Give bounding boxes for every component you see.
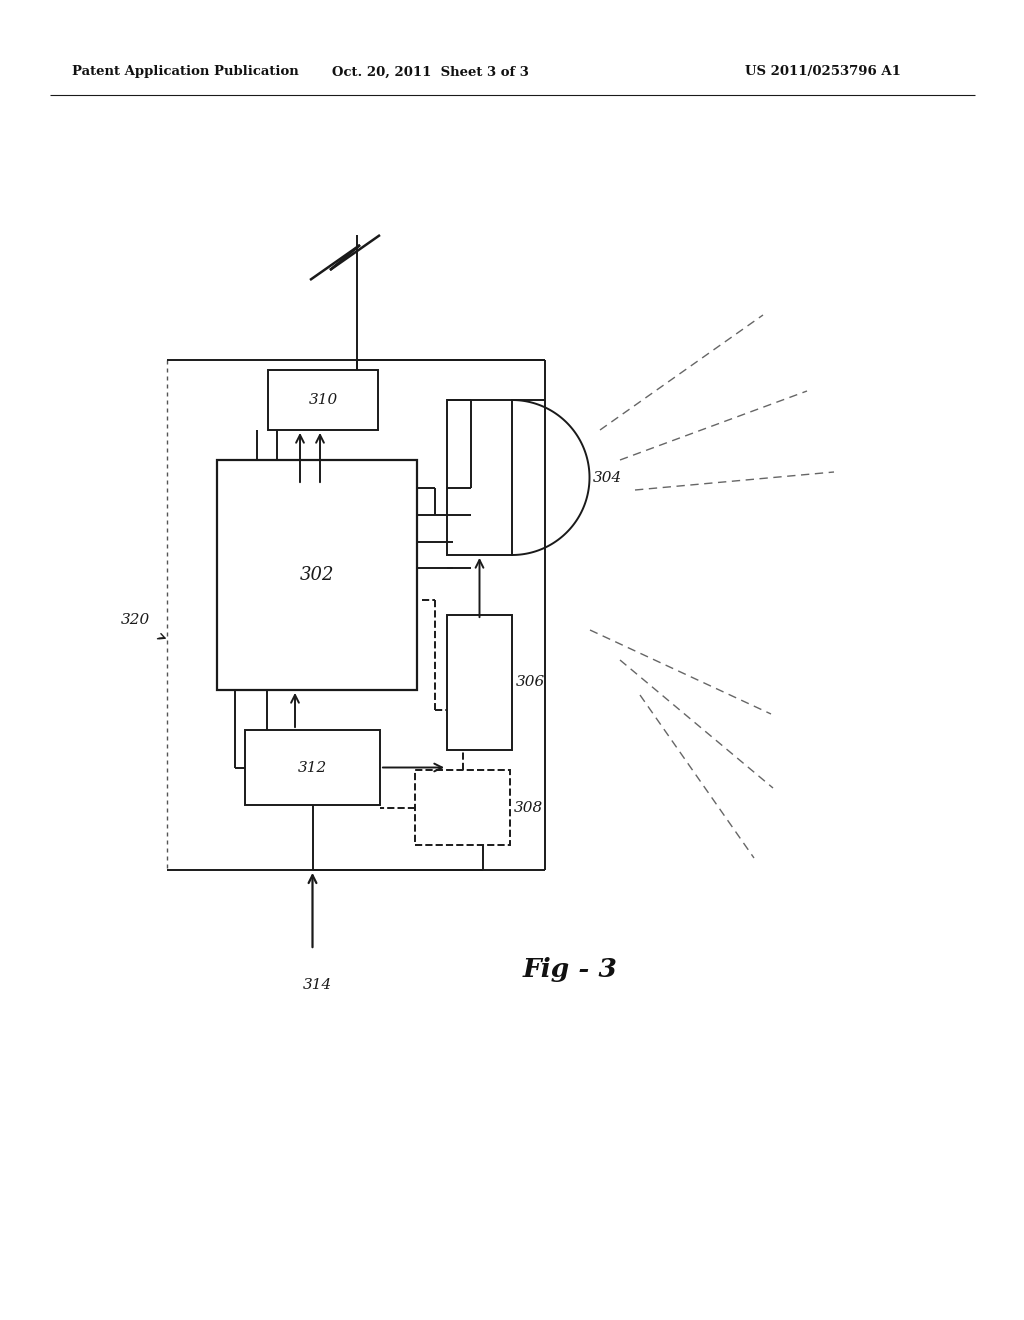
Text: 314: 314 [303,978,332,993]
Text: 312: 312 [298,760,327,775]
Text: 302: 302 [300,566,334,583]
Text: 308: 308 [513,800,543,814]
Text: US 2011/0253796 A1: US 2011/0253796 A1 [745,66,901,78]
Text: 304: 304 [593,470,623,484]
Bar [415,770,510,845]
Text: Fig - 3: Fig - 3 [522,957,617,982]
Bar [245,730,380,805]
Bar [217,459,417,690]
Bar [447,615,512,750]
Bar [268,370,378,430]
Text: 306: 306 [515,676,545,689]
Text: Oct. 20, 2011  Sheet 3 of 3: Oct. 20, 2011 Sheet 3 of 3 [332,66,528,78]
Bar [447,400,512,554]
Text: 310: 310 [308,393,338,407]
Text: Patent Application Publication: Patent Application Publication [72,66,299,78]
Text: 320: 320 [121,612,150,627]
